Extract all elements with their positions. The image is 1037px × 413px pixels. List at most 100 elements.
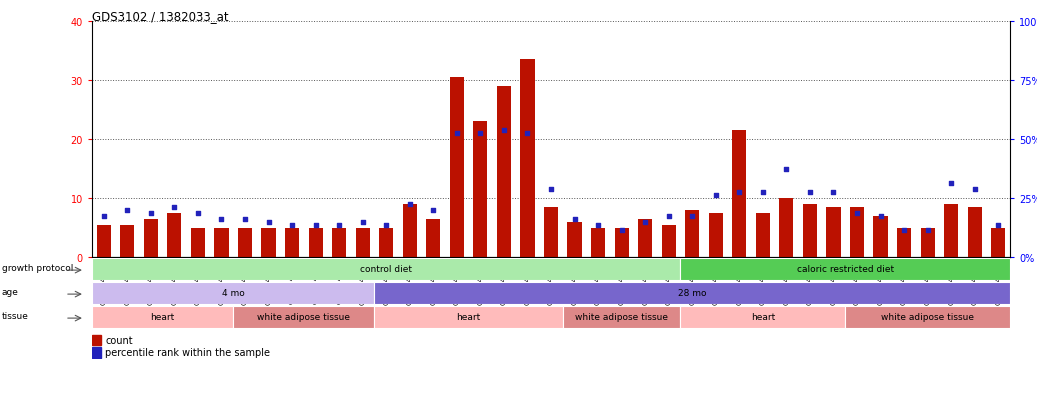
Text: caloric restricted diet: caloric restricted diet bbox=[796, 265, 894, 274]
Text: growth protocol: growth protocol bbox=[2, 264, 74, 273]
Point bbox=[566, 216, 583, 223]
Bar bbox=[615, 228, 628, 257]
Point bbox=[331, 222, 347, 228]
Point bbox=[661, 213, 677, 219]
Point bbox=[401, 201, 418, 208]
Bar bbox=[261, 228, 276, 257]
Point bbox=[990, 222, 1007, 228]
Point bbox=[802, 189, 818, 196]
Bar bbox=[873, 216, 888, 257]
Point bbox=[472, 131, 488, 137]
Point bbox=[755, 189, 772, 196]
Text: white adipose tissue: white adipose tissue bbox=[881, 313, 974, 322]
Bar bbox=[708, 213, 723, 257]
Bar bbox=[92, 283, 374, 304]
Bar bbox=[497, 87, 511, 257]
Point bbox=[142, 210, 159, 216]
Bar bbox=[567, 222, 582, 257]
Bar bbox=[285, 228, 299, 257]
Bar bbox=[167, 213, 181, 257]
Text: GDS3102 / 1382033_at: GDS3102 / 1382033_at bbox=[92, 10, 228, 23]
Text: tissue: tissue bbox=[2, 312, 29, 320]
Bar bbox=[332, 228, 346, 257]
Bar bbox=[309, 228, 323, 257]
Bar bbox=[544, 207, 558, 257]
Point bbox=[684, 213, 701, 219]
Text: heart: heart bbox=[456, 313, 481, 322]
Bar bbox=[850, 207, 864, 257]
Text: percentile rank within the sample: percentile rank within the sample bbox=[105, 347, 270, 357]
Point bbox=[425, 207, 442, 214]
Point bbox=[920, 228, 936, 234]
Bar bbox=[233, 307, 374, 328]
Text: 4 mo: 4 mo bbox=[222, 289, 245, 298]
Point bbox=[307, 222, 324, 228]
Point bbox=[260, 219, 277, 225]
Point bbox=[236, 216, 253, 223]
Bar bbox=[968, 207, 982, 257]
Bar bbox=[426, 219, 441, 257]
Bar bbox=[897, 228, 912, 257]
Point bbox=[166, 204, 183, 211]
Text: heart: heart bbox=[751, 313, 775, 322]
Bar bbox=[944, 204, 958, 257]
Bar bbox=[380, 228, 393, 257]
Bar bbox=[92, 307, 233, 328]
Text: control diet: control diet bbox=[360, 265, 413, 274]
Bar bbox=[92, 259, 680, 280]
Point bbox=[707, 192, 724, 199]
Bar bbox=[591, 228, 606, 257]
Point bbox=[95, 213, 112, 219]
Bar bbox=[685, 210, 699, 257]
Point bbox=[355, 219, 371, 225]
Point bbox=[190, 210, 206, 216]
Point bbox=[449, 131, 466, 137]
Point bbox=[214, 216, 230, 223]
Bar bbox=[780, 199, 793, 257]
Bar bbox=[680, 259, 1010, 280]
Text: white adipose tissue: white adipose tissue bbox=[257, 313, 351, 322]
Bar bbox=[680, 307, 845, 328]
Bar bbox=[662, 225, 676, 257]
Bar bbox=[803, 204, 817, 257]
Bar bbox=[374, 283, 1010, 304]
Point bbox=[119, 207, 136, 214]
Bar bbox=[191, 228, 205, 257]
Text: 28 mo: 28 mo bbox=[678, 289, 706, 298]
Point bbox=[496, 128, 512, 134]
Bar bbox=[845, 307, 1010, 328]
Bar bbox=[237, 228, 252, 257]
Point bbox=[613, 228, 629, 234]
Bar bbox=[521, 60, 534, 257]
Bar bbox=[120, 225, 135, 257]
Bar bbox=[826, 207, 841, 257]
Bar bbox=[356, 228, 370, 257]
Text: white adipose tissue: white adipose tissue bbox=[576, 313, 668, 322]
Text: heart: heart bbox=[150, 313, 175, 322]
Point bbox=[778, 166, 794, 172]
Bar bbox=[374, 307, 563, 328]
Point bbox=[966, 186, 983, 193]
Bar bbox=[473, 122, 487, 257]
Point bbox=[377, 222, 394, 228]
Bar bbox=[92, 335, 102, 346]
Bar bbox=[638, 219, 652, 257]
Point bbox=[896, 228, 913, 234]
Bar bbox=[92, 347, 102, 358]
Text: count: count bbox=[105, 335, 133, 345]
Bar bbox=[732, 131, 747, 257]
Bar bbox=[215, 228, 228, 257]
Text: age: age bbox=[2, 288, 19, 297]
Point bbox=[542, 186, 559, 193]
Bar bbox=[921, 228, 934, 257]
Bar bbox=[402, 204, 417, 257]
Point bbox=[284, 222, 301, 228]
Point bbox=[731, 189, 748, 196]
Point bbox=[825, 189, 842, 196]
Point bbox=[520, 131, 536, 137]
Bar bbox=[96, 225, 111, 257]
Bar bbox=[144, 219, 158, 257]
Bar bbox=[991, 228, 1005, 257]
Point bbox=[590, 222, 607, 228]
Bar bbox=[563, 307, 680, 328]
